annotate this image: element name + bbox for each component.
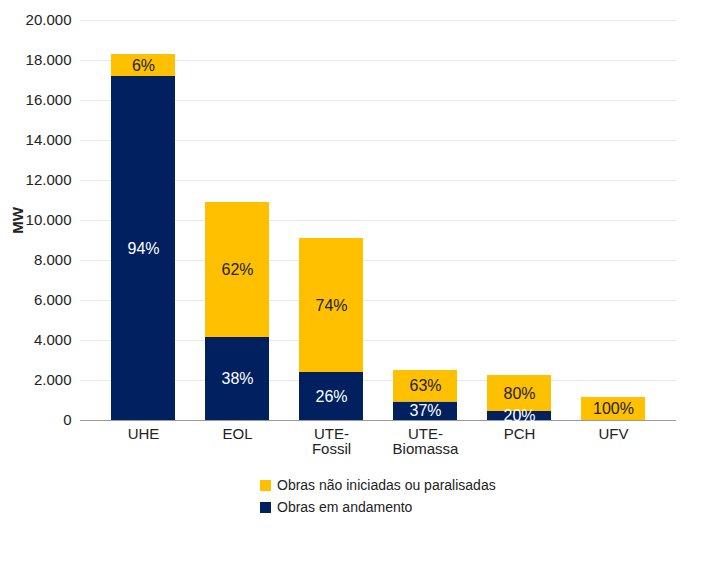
svg-text:10.000: 10.000 — [26, 211, 72, 228]
svg-text:18.000: 18.000 — [26, 51, 72, 68]
html-text:Obras em andamento: Obras em andamento — [277, 499, 413, 515]
svg-text:14.000: 14.000 — [26, 131, 72, 148]
svg-text:4.000: 4.000 — [34, 331, 72, 348]
svg-text:UFV: UFV — [599, 425, 629, 442]
svg-text:UTE-Fossil: UTE-Fossil — [312, 425, 351, 457]
svg-text:63%: 63% — [409, 377, 441, 394]
svg-text:12.000: 12.000 — [26, 171, 72, 188]
svg-text:8.000: 8.000 — [34, 251, 72, 268]
svg-text:6%: 6% — [132, 57, 155, 74]
svg-text:38%: 38% — [221, 370, 253, 387]
svg-text:20.000: 20.000 — [26, 11, 72, 28]
svg-text:2.000: 2.000 — [34, 371, 72, 388]
svg-text:UHE: UHE — [128, 425, 160, 442]
svg-text:MW: MW — [9, 206, 26, 233]
svg-text:94%: 94% — [127, 240, 159, 257]
svg-text:62%: 62% — [221, 261, 253, 278]
svg-text:80%: 80% — [503, 385, 535, 402]
svg-text:16.000: 16.000 — [26, 91, 72, 108]
svg-text:20%: 20% — [503, 407, 535, 424]
svg-text:0: 0 — [63, 411, 71, 428]
svg-text:UTE-Biomassa: UTE-Biomassa — [393, 425, 460, 457]
svg-text:6.000: 6.000 — [34, 291, 72, 308]
svg-text:100%: 100% — [593, 400, 634, 417]
svg-text:26%: 26% — [315, 388, 347, 405]
svg-text:74%: 74% — [315, 297, 347, 314]
svg-text:37%: 37% — [409, 402, 441, 419]
svg-text:PCH: PCH — [504, 425, 536, 442]
svg-text:EOL: EOL — [222, 425, 252, 442]
html-text:Obras não iniciadas ou paralis: Obras não iniciadas ou paralisadas — [277, 477, 496, 493]
